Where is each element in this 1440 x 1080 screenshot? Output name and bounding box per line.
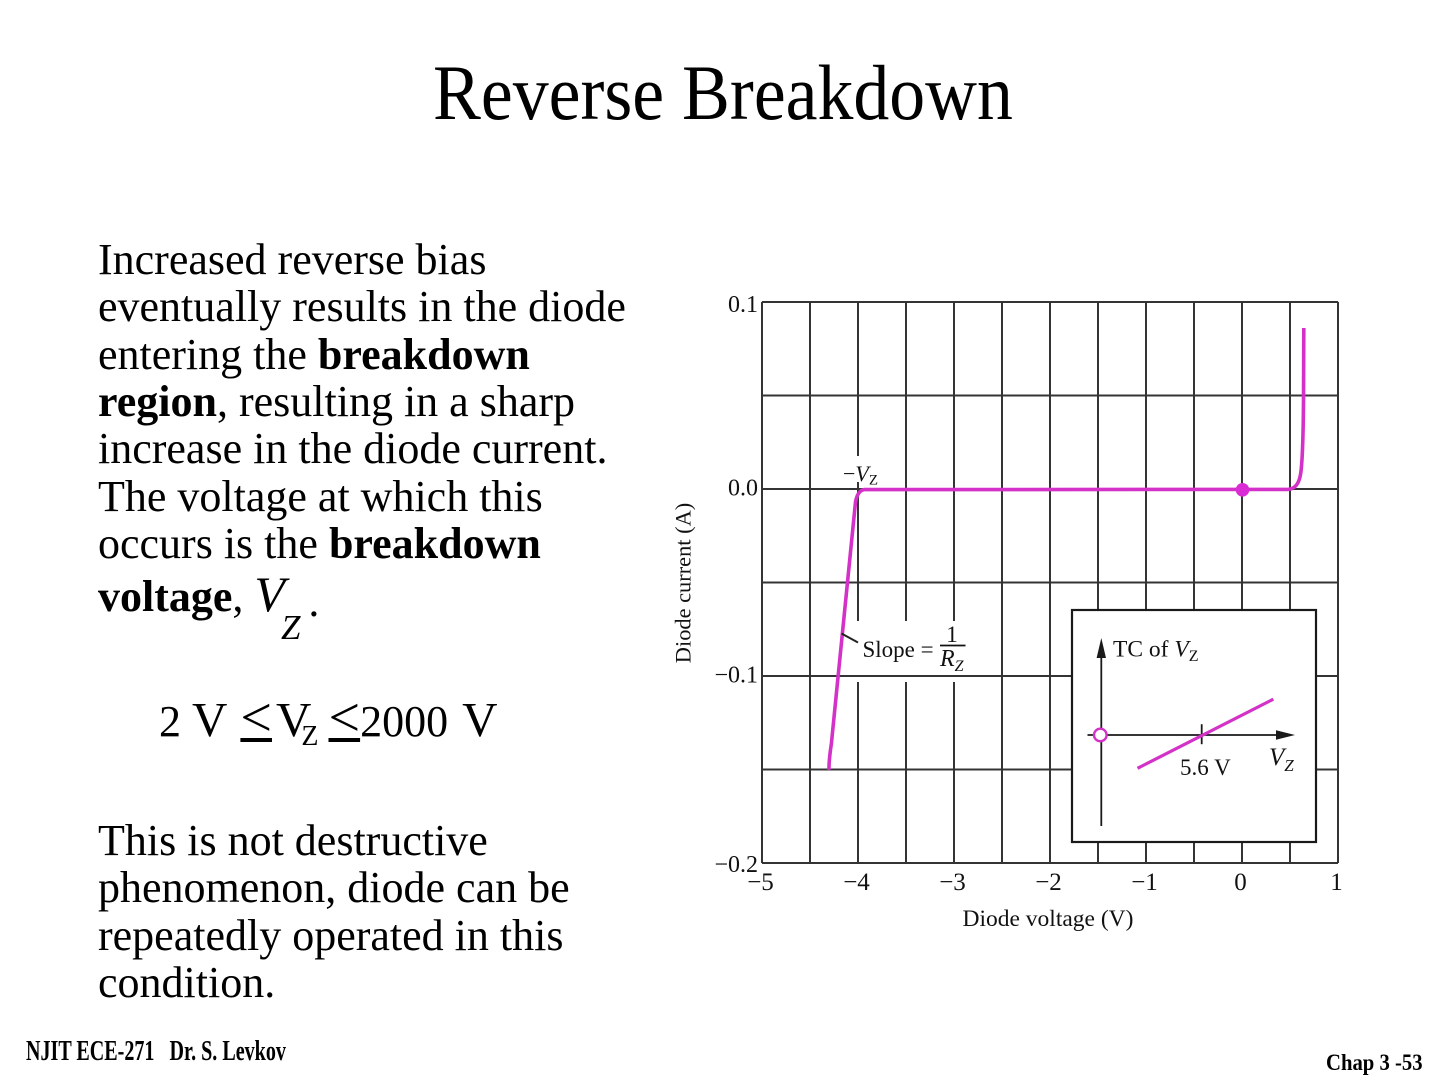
svg-text:0: 0 <box>1234 869 1247 896</box>
svg-text:−1: −1 <box>1131 869 1158 896</box>
svg-text:Slope =: Slope = <box>863 637 934 662</box>
svg-text:0.1: 0.1 <box>728 292 758 318</box>
svg-text:TC of VZ: TC of VZ <box>1113 637 1199 666</box>
svg-text:−0.2: −0.2 <box>714 852 758 878</box>
svg-text:−2: −2 <box>1035 869 1062 896</box>
svg-text:1: 1 <box>946 622 958 647</box>
svg-text:−4: −4 <box>843 869 870 896</box>
svg-text:−3: −3 <box>939 869 966 896</box>
svg-text:Diode voltage (V): Diode voltage (V) <box>963 906 1134 932</box>
svg-text:5.6 V: 5.6 V <box>1180 755 1231 780</box>
svg-text:−5: −5 <box>747 869 774 896</box>
svg-text:0.0: 0.0 <box>728 476 758 502</box>
svg-text:−VZ: −VZ <box>843 461 878 489</box>
svg-text:−0.1: −0.1 <box>714 663 758 689</box>
svg-text:Diode current (A): Diode current (A) <box>671 503 696 663</box>
svg-text:1: 1 <box>1330 869 1343 896</box>
